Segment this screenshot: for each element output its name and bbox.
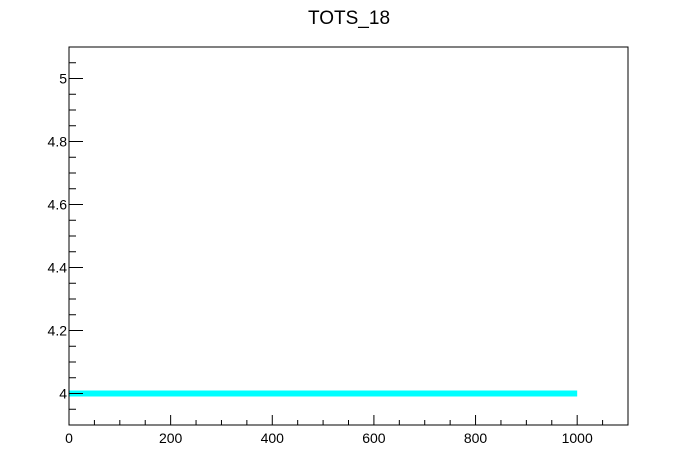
y-tick-label: 4.6 [48,197,68,213]
x-tick-label: 1000 [562,430,593,446]
x-tick-label: 600 [362,430,386,446]
x-tick-label: 800 [464,430,488,446]
y-axis: 4 4.2 4.4 4.6 4.8 5 [48,46,83,426]
y-tick-label: 4.8 [48,134,68,150]
x-tick-label: 200 [159,430,183,446]
x-tick-label: 0 [65,430,73,446]
y-tick-label: 5 [59,71,67,87]
chart-title: TOTS_18 [308,8,390,29]
x-tick-label: 400 [261,430,285,446]
y-tick-label: 4.4 [48,260,68,276]
x-axis: 0 200 400 600 800 1000 [65,415,629,446]
plot-frame [68,46,629,426]
y-tick-label: 4.2 [48,323,68,339]
y-tick-label: 4 [59,386,67,402]
